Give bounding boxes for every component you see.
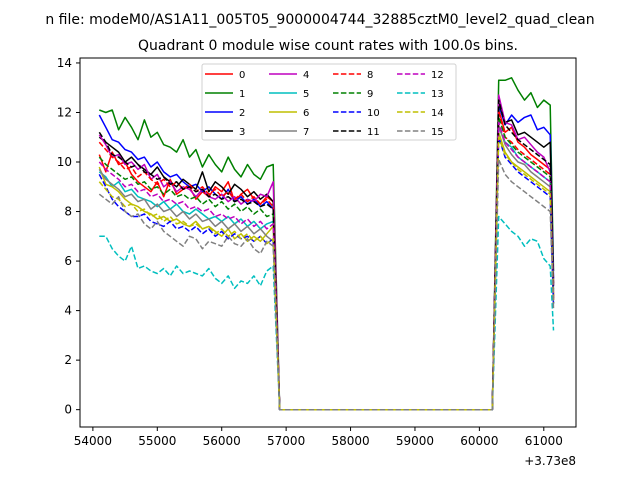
series-line-2: [98, 104, 555, 411]
x-tick-label: 61000: [525, 434, 563, 448]
series-line-10: [98, 136, 555, 411]
series-line-1: [99, 77, 555, 411]
series-line-12: [98, 121, 555, 411]
legend-label-5: 5: [303, 89, 309, 100]
series-layer: [98, 77, 555, 411]
y-tick-label: 8: [64, 205, 72, 219]
legend-box: [201, 63, 457, 141]
legend-label-0: 0: [239, 70, 245, 81]
chart-suptitle: n file: modeM0/AS1A11_005T05_9000004744_…: [45, 12, 594, 28]
y-tick-label: 2: [64, 353, 72, 367]
legend-label-10: 10: [367, 108, 380, 119]
x-axis: 54000 55000 56000 57000 58000 59000 60000 61000: [74, 427, 563, 448]
x-offset-label: +3.73e8: [524, 454, 576, 468]
series-line-0: [98, 109, 555, 411]
x-tick-label: 54000: [74, 434, 112, 448]
y-tick-label: 10: [57, 155, 72, 169]
x-tick-label: 57000: [267, 434, 305, 448]
legend-label-9: 9: [367, 89, 373, 100]
legend-label-7: 7: [303, 127, 309, 138]
series-line-13: [99, 215, 555, 411]
series-line-9: [98, 116, 555, 411]
legend-label-13: 13: [431, 89, 444, 100]
y-tick-label: 6: [64, 254, 72, 268]
y-axis: 0 2 4 6 8 10 12 14: [57, 56, 80, 417]
x-tick-label: 60000: [460, 434, 498, 448]
y-tick-label: 0: [64, 403, 72, 417]
y-tick-label: 12: [57, 105, 72, 119]
legend-label-2: 2: [239, 108, 245, 119]
series-line-15: [98, 158, 555, 411]
x-tick-label: 56000: [203, 434, 241, 448]
legend-label-14: 14: [431, 108, 444, 119]
legend-label-12: 12: [431, 70, 444, 81]
y-tick-label: 14: [57, 56, 72, 70]
legend-label-3: 3: [239, 127, 245, 138]
series-line-14: [98, 136, 555, 411]
legend-label-15: 15: [431, 127, 444, 138]
series-line-11: [98, 99, 555, 411]
x-tick-label: 59000: [396, 434, 434, 448]
legend-label-6: 6: [303, 108, 309, 119]
y-tick-label: 4: [64, 304, 72, 318]
plot-frame: [79, 57, 577, 428]
series-line-7: [98, 124, 555, 411]
legend-label-4: 4: [303, 70, 309, 81]
x-tick-label: 58000: [331, 434, 369, 448]
x-tick-label: 55000: [138, 434, 176, 448]
legend-label-1: 1: [239, 89, 245, 100]
series-line-3: [98, 101, 555, 411]
series-line-8: [98, 111, 555, 411]
chart-title: Quadrant 0 module wise count rates with …: [138, 38, 518, 54]
series-line-4: [98, 94, 555, 411]
legend-label-8: 8: [367, 70, 373, 81]
legend-label-11: 11: [367, 127, 380, 138]
